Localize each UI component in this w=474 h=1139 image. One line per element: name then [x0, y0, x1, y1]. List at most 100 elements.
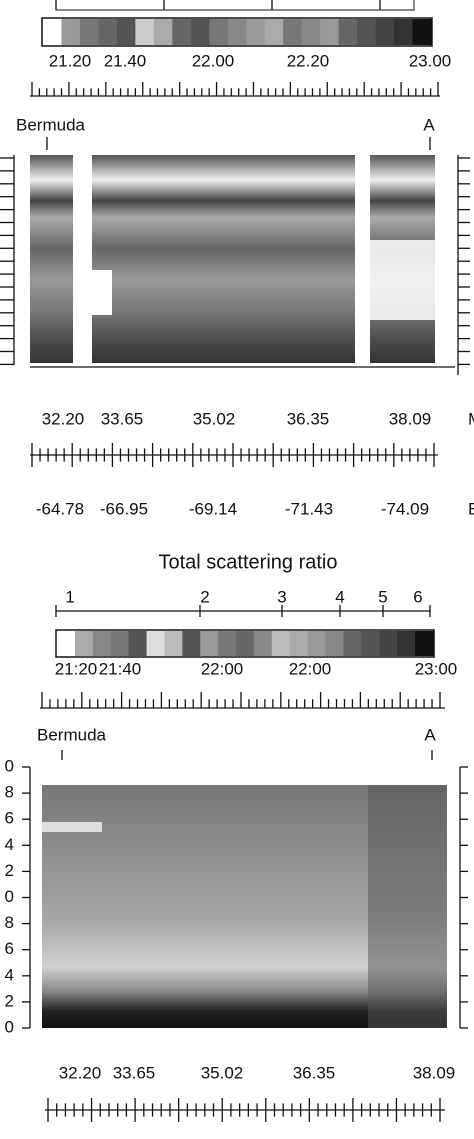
edge-letter: E	[468, 499, 474, 518]
colorbar-cell	[246, 19, 266, 45]
colorbar-cell	[357, 19, 377, 45]
scale-label: 5	[378, 587, 387, 606]
time-label: 22.20	[287, 51, 330, 70]
tick-ruler	[41, 692, 441, 708]
latitude-label: 33.65	[101, 409, 144, 428]
latitude-label: 32.20	[59, 1063, 102, 1082]
colorbar-cell	[289, 631, 309, 656]
marker-label: Bermuda	[37, 725, 107, 744]
time-label: 22:00	[289, 659, 332, 678]
scale-label: 1	[65, 587, 74, 606]
colorbar-cell	[218, 631, 237, 656]
colorbar-cell	[43, 19, 62, 45]
altitude-label: 8	[5, 913, 14, 932]
colorbar-cell	[338, 19, 358, 45]
time-label: 21:20	[55, 659, 98, 678]
time-label: 23:00	[415, 659, 458, 678]
colorbar-cell	[92, 631, 112, 656]
time-label: 23.00	[409, 51, 452, 70]
data-gap	[80, 270, 112, 315]
colorbar-cell	[236, 631, 255, 656]
tick-ruler	[31, 82, 439, 96]
time-label: 22.00	[192, 51, 235, 70]
data-gap	[370, 240, 435, 320]
colorbar	[57, 631, 434, 656]
latitude-label: 35.02	[201, 1063, 244, 1082]
panel-title: Total scattering ratio	[159, 551, 338, 573]
colorbar-cell	[110, 631, 130, 656]
colorbar-cell	[116, 19, 136, 45]
colorbar-cell	[397, 631, 416, 656]
colorbar-cell	[343, 631, 362, 656]
colorbar-cell	[153, 19, 173, 45]
colorbar-cell	[320, 19, 340, 45]
altitude-label: 4	[5, 835, 14, 854]
colorbar-cell	[135, 19, 155, 45]
y-ticks	[0, 157, 470, 366]
altitude-label: 2	[5, 991, 14, 1010]
colorbar-cell	[164, 631, 183, 656]
altitude-label: 0	[5, 1017, 14, 1036]
data-gap	[355, 155, 370, 365]
altitude-label: 4	[5, 965, 14, 984]
axis-box	[55, 0, 415, 11]
colorbar-cell	[283, 19, 303, 45]
edge-letter: M	[468, 409, 474, 428]
altitude-label: 6	[5, 809, 14, 828]
colorbar-cell	[57, 631, 76, 656]
latitude-label: 38.09	[389, 409, 432, 428]
colorbar-cell	[200, 631, 219, 656]
altitude-label: 8	[5, 783, 14, 802]
longitude-label: -71.43	[285, 499, 333, 518]
colorbar-cell	[361, 631, 380, 656]
colorbar-cell	[271, 631, 291, 656]
colorbar-cell	[172, 19, 192, 45]
longitude-label: -74.09	[381, 499, 429, 518]
colorbar-cell	[227, 19, 247, 45]
scale-label: 6	[413, 587, 422, 606]
longitude-label: -69.14	[189, 499, 237, 518]
colorbar-cell	[394, 19, 414, 45]
tick-ruler	[47, 1098, 441, 1122]
altitude-label: 0	[5, 887, 14, 906]
scale-label: 2	[200, 587, 209, 606]
latitude-label: 32.20	[42, 409, 85, 428]
latitude-label: 36.35	[293, 1063, 336, 1082]
image-region	[42, 822, 102, 832]
colorbar-cell	[253, 631, 273, 656]
time-label: 21.20	[49, 51, 92, 70]
time-label: 21:40	[99, 659, 142, 678]
latitude-label: 36.35	[287, 409, 330, 428]
colorbar-cell	[307, 631, 327, 656]
colorbar-frame	[41, 17, 433, 47]
colorbar-cell	[415, 631, 434, 656]
colorbar-cell	[61, 19, 81, 45]
altitude-label: 6	[5, 939, 14, 958]
colorbar	[43, 19, 432, 45]
image-region	[368, 785, 447, 1028]
latitude-label: 38.09	[413, 1063, 456, 1082]
latitude-label: 33.65	[113, 1063, 156, 1082]
colorbar-cell	[379, 631, 398, 656]
scale-label: 4	[335, 587, 344, 606]
colorbar-cell	[190, 19, 210, 45]
longitude-label: -64.78	[36, 499, 84, 518]
colorbar-cell	[98, 19, 118, 45]
colorbar-cell	[264, 19, 284, 45]
marker-label: Bermuda	[16, 115, 86, 134]
altitude-label: 2	[5, 861, 14, 880]
longitude-label: -66.95	[100, 499, 148, 518]
marker-label: A	[423, 115, 435, 134]
y-ticks	[22, 766, 468, 1029]
colorbar-cell	[412, 19, 432, 45]
colorbar-cell	[128, 631, 148, 656]
colorbar-frame	[55, 629, 435, 658]
colorbar-cell	[74, 631, 94, 656]
colorbar-cell	[301, 19, 321, 45]
colorbar-cell	[209, 19, 229, 45]
altitude-label: 0	[5, 756, 14, 775]
time-label: 21.40	[104, 51, 147, 70]
colorbar-cell	[375, 19, 395, 45]
latitude-label: 35.02	[193, 409, 236, 428]
